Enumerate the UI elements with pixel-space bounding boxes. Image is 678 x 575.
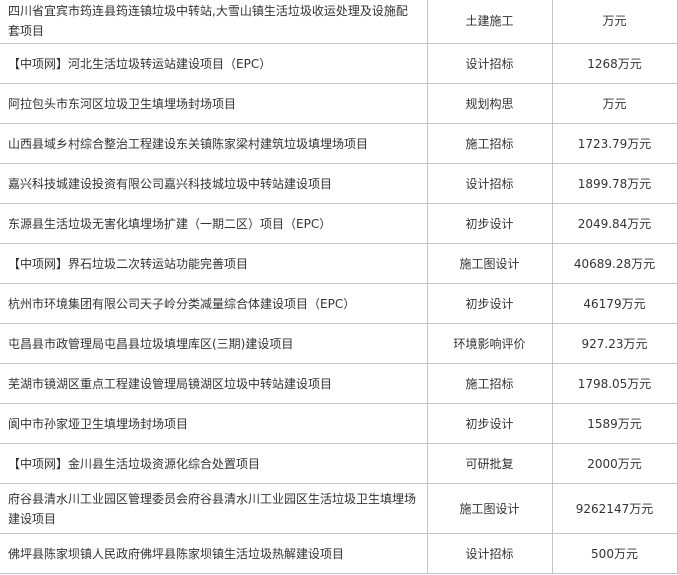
project-name: 【中项网】河北生活垃圾转运站建设项目（EPC） [0,43,428,84]
project-stage: 施工招标 [426,363,553,404]
project-amount: 1899.78万元 [551,163,678,204]
project-amount: 2049.84万元 [551,203,678,244]
project-name: 【中项网】金川县生活垃圾资源化综合处置项目 [0,443,428,484]
project-amount: 1798.05万元 [551,363,678,404]
project-amount: 万元 [551,0,678,44]
project-name: 阿拉包头市东河区垃圾卫生填埋场封场项目 [0,83,428,124]
project-name: 府谷县清水川工业园区管理委员会府谷县清水川工业园区生活垃圾卫生填埋场建设项目 [0,483,428,534]
project-stage: 规划构思 [426,83,553,124]
table-row: 杭州市环境集团有限公司天子岭分类减量综合体建设项目（EPC） 初步设计 4617… [0,283,678,324]
project-name: 四川省宜宾市筠连县筠连镇垃圾中转站,大雪山镇生活垃圾收运处理及设施配套项目 [0,0,428,44]
project-name: 杭州市环境集团有限公司天子岭分类减量综合体建设项目（EPC） [0,283,428,324]
table-row: 嘉兴科技城建设投资有限公司嘉兴科技城垃圾中转站建设项目 设计招标 1899.78… [0,163,678,204]
project-stage: 环境影响评价 [426,323,553,364]
table-row: 佛坪县陈家坝镇人民政府佛坪县陈家坝镇生活垃圾热解建设项目 设计招标 500万元 [0,533,678,574]
project-name: 屯昌县市政管理局屯昌县垃圾填埋库区(三期)建设项目 [0,323,428,364]
table-row: 四川省宜宾市筠连县筠连镇垃圾中转站,大雪山镇生活垃圾收运处理及设施配套项目 土建… [0,0,678,44]
project-stage: 设计招标 [426,163,553,204]
project-name: 阆中市孙家垭卫生填埋场封场项目 [0,403,428,444]
project-amount: 1723.79万元 [551,123,678,164]
project-stage: 施工图设计 [426,483,553,534]
project-stage: 土建施工 [426,0,553,44]
table-row: 屯昌县市政管理局屯昌县垃圾填埋库区(三期)建设项目 环境影响评价 927.23万… [0,323,678,364]
project-stage: 设计招标 [426,43,553,84]
project-stage: 设计招标 [426,533,553,574]
table-row: 府谷县清水川工业园区管理委员会府谷县清水川工业园区生活垃圾卫生填埋场建设项目 施… [0,483,678,534]
project-stage: 施工招标 [426,123,553,164]
project-amount: 2000万元 [551,443,678,484]
project-stage: 初步设计 [426,203,553,244]
project-name: 佛坪县陈家坝镇人民政府佛坪县陈家坝镇生活垃圾热解建设项目 [0,533,428,574]
table-row: 【中项网】金川县生活垃圾资源化综合处置项目 可研批复 2000万元 [0,443,678,484]
project-stage: 可研批复 [426,443,553,484]
project-amount: 9262147万元 [551,483,678,534]
project-name: 嘉兴科技城建设投资有限公司嘉兴科技城垃圾中转站建设项目 [0,163,428,204]
project-amount: 1589万元 [551,403,678,444]
table-row: 【中项网】界石垃圾二次转运站功能完善项目 施工图设计 40689.28万元 [0,243,678,284]
project-stage: 初步设计 [426,283,553,324]
project-amount: 927.23万元 [551,323,678,364]
table-row: 阿拉包头市东河区垃圾卫生填埋场封场项目 规划构思 万元 [0,83,678,124]
table-row: 【中项网】河北生活垃圾转运站建设项目（EPC） 设计招标 1268万元 [0,43,678,84]
project-amount: 40689.28万元 [551,243,678,284]
project-amount: 万元 [551,83,678,124]
project-amount: 500万元 [551,533,678,574]
project-name: 芜湖市镜湖区重点工程建设管理局镜湖区垃圾中转站建设项目 [0,363,428,404]
project-amount: 1268万元 [551,43,678,84]
table-row: 阆中市孙家垭卫生填埋场封场项目 初步设计 1589万元 [0,403,678,444]
table-row: 芜湖市镜湖区重点工程建设管理局镜湖区垃圾中转站建设项目 施工招标 1798.05… [0,363,678,404]
project-amount: 46179万元 [551,283,678,324]
project-name: 山西县域乡村综合整治工程建设东关镇陈家梁村建筑垃圾填埋场项目 [0,123,428,164]
table-row: 山西县域乡村综合整治工程建设东关镇陈家梁村建筑垃圾填埋场项目 施工招标 1723… [0,123,678,164]
project-name: 【中项网】界石垃圾二次转运站功能完善项目 [0,243,428,284]
project-stage: 初步设计 [426,403,553,444]
project-stage: 施工图设计 [426,243,553,284]
table-row: 东源县生活垃圾无害化填埋场扩建（一期二区）项目（EPC） 初步设计 2049.8… [0,203,678,244]
project-name: 东源县生活垃圾无害化填埋场扩建（一期二区）项目（EPC） [0,203,428,244]
